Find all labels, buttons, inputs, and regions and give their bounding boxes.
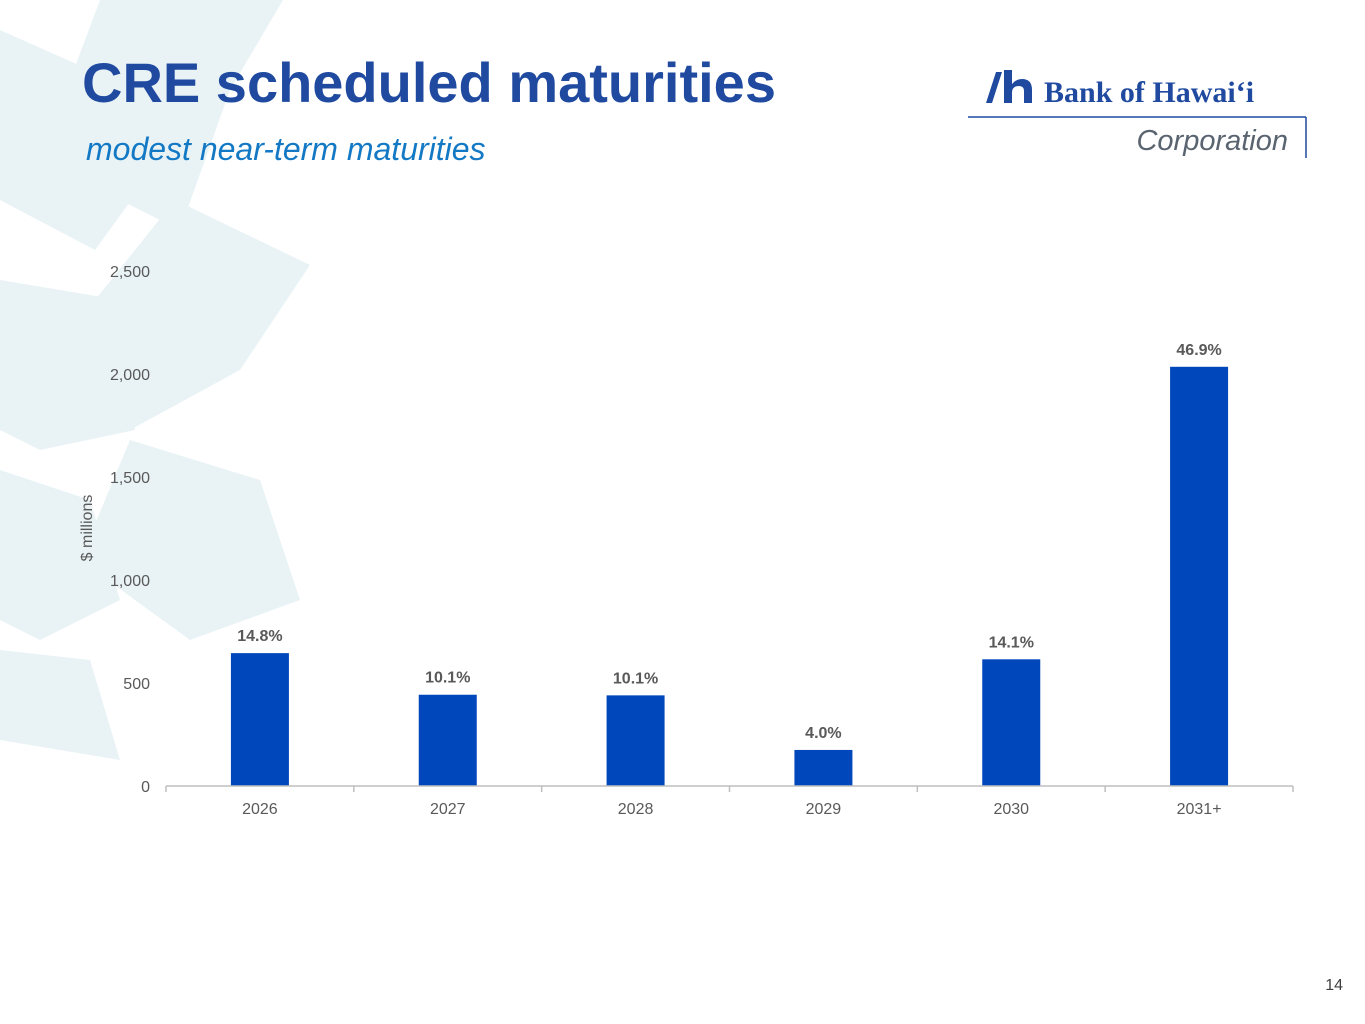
maturities-bar-chart: $ millions 0 500 1,000 1,500 2,000 2,500 14.8… bbox=[79, 264, 1294, 818]
y-tick-label: 2,000 bbox=[110, 367, 150, 384]
company-logo: Bank of Hawaiʻi Corporation bbox=[968, 70, 1307, 158]
page-number: 14 bbox=[1325, 977, 1343, 994]
pattern-shape bbox=[0, 280, 135, 450]
x-tick-label: 2028 bbox=[618, 801, 654, 818]
logo-division: Corporation bbox=[1136, 125, 1288, 157]
bank-of-hawaii-h-icon bbox=[986, 70, 1032, 103]
y-axis-title: $ millions bbox=[79, 495, 96, 562]
x-tick-label: 2031+ bbox=[1177, 801, 1222, 818]
pattern-shape bbox=[0, 650, 120, 760]
data-label: 46.9% bbox=[1176, 342, 1221, 359]
y-tick-label: 2,500 bbox=[110, 264, 150, 281]
data-labels: 14.8% 10.1% 10.1% 4.0% 14.1% 46.9% bbox=[237, 342, 1222, 742]
bar bbox=[794, 749, 853, 786]
y-tick-label: 500 bbox=[123, 676, 150, 693]
x-tick-label: 2026 bbox=[242, 801, 278, 818]
x-tick-label: 2030 bbox=[993, 801, 1029, 818]
pattern-shape bbox=[80, 440, 300, 640]
data-label: 14.8% bbox=[237, 628, 282, 645]
bar bbox=[606, 695, 665, 786]
bar bbox=[418, 694, 477, 786]
x-axis: 2026 2027 2028 2029 2030 2031+ bbox=[165, 785, 1294, 818]
y-tick-label: 1,000 bbox=[110, 573, 150, 590]
data-label: 10.1% bbox=[425, 670, 470, 687]
data-label: 14.1% bbox=[989, 634, 1034, 651]
logo-bank-name: Bank of Hawaiʻi bbox=[1044, 76, 1254, 109]
x-tick-label: 2027 bbox=[430, 801, 466, 818]
bar bbox=[1170, 366, 1229, 786]
data-label: 10.1% bbox=[613, 670, 658, 687]
pattern-shape bbox=[0, 470, 120, 640]
data-label: 4.0% bbox=[805, 725, 841, 742]
bar bbox=[982, 659, 1041, 786]
pattern-shape bbox=[95, 200, 310, 430]
y-tick-label: 0 bbox=[141, 779, 150, 796]
bar bbox=[230, 653, 289, 786]
background-star-pattern bbox=[0, 0, 310, 760]
pattern-shape bbox=[0, 30, 175, 250]
y-axis: 0 500 1,000 1,500 2,000 2,500 bbox=[110, 264, 150, 796]
bar-series bbox=[230, 366, 1229, 786]
page-subtitle: modest near-term maturities bbox=[86, 131, 486, 167]
y-tick-label: 1,500 bbox=[110, 470, 150, 487]
x-tick-label: 2029 bbox=[806, 801, 842, 818]
page-title: CRE scheduled maturities bbox=[82, 51, 776, 114]
